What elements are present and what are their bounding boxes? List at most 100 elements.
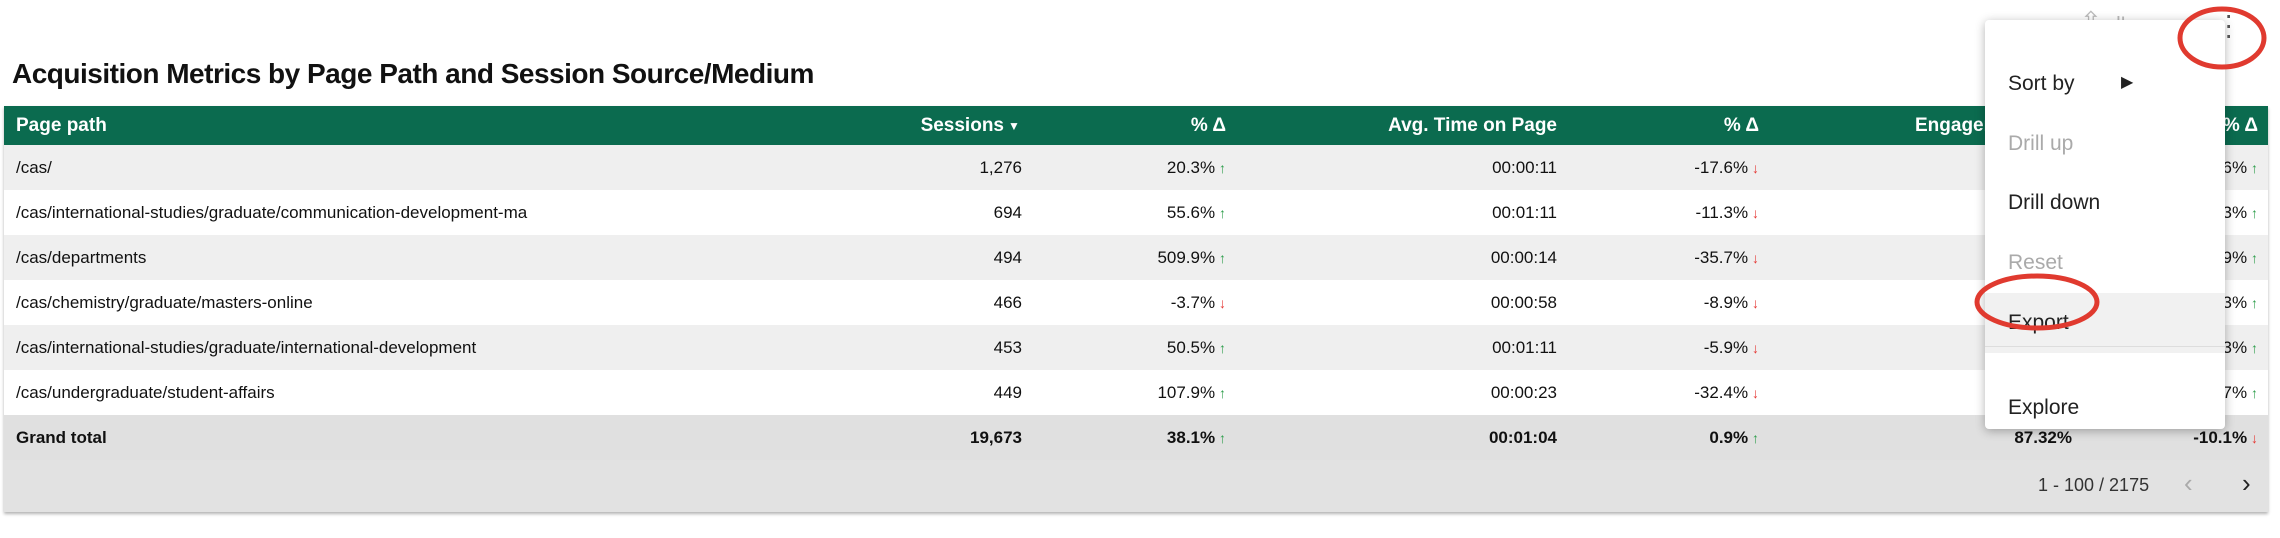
table-cell: -5.9% ↓ (1703, 338, 1759, 357)
table-cell: -11.3% ↓ (1695, 203, 1760, 222)
table-cell: /cas/undergraduate/student-affairs (16, 383, 275, 402)
table-row: /cas/undergraduate/student-affairs 449 107… (4, 370, 2268, 416)
total-cell: 19,673 (970, 428, 1022, 447)
menu-item[interactable]: Drill down (1985, 173, 2225, 233)
trend-arrow: ↑ (2247, 295, 2258, 311)
trend-arrow: ↑ (1215, 205, 1226, 221)
menu-item: Reset (1985, 233, 2225, 293)
trend-arrow: ↑ (1215, 385, 1226, 401)
table-cell: 494 (993, 248, 1022, 267)
more-options[interactable]: · · · (2224, 0, 2234, 50)
column-header: Sessions (920, 115, 1004, 136)
table-cell: 509.9% ↑ (1157, 248, 1226, 267)
table-cell: /cas/chemistry/graduate/masters-online (16, 293, 313, 312)
table-cell: -17.6% ↓ (1694, 158, 1759, 177)
table-cell: /cas/international-studies/graduate/comm… (16, 203, 528, 222)
table-cell: 694 (993, 203, 1022, 222)
prev-page[interactable]: ‹ (2184, 468, 2193, 498)
menu-label: Explore (2008, 396, 2080, 419)
trend-arrow: ↑ (2247, 160, 2258, 176)
total-cell: Grand total (16, 428, 107, 447)
table-cell: 1,276 (979, 158, 1022, 177)
trend-arrow: ↑ (2247, 250, 2258, 266)
table-cell: 466 (993, 293, 1022, 312)
table-cell: /cas/ (16, 158, 52, 177)
table-cell: 453 (993, 338, 1022, 357)
total-cell: 0.9% ↑ (1709, 428, 1759, 447)
table-cell: 00:00:58 (1490, 293, 1557, 312)
menu-item[interactable]: Sort by ▶ (1985, 54, 2225, 114)
menu-label: Reset (2008, 251, 2063, 274)
trend-arrow: ↓ (2247, 430, 2258, 446)
column-header: % Δ (2222, 115, 2258, 136)
table-cell: 20.3% ↑ (1166, 158, 1226, 177)
table-cell: 6% ↑ (2222, 158, 2258, 177)
grand-total-row: Grand total 19,673 38.1% ↑ 00:01:04 0.9% ↑ 87… (4, 415, 2268, 460)
table-row: /cas/international-studies/graduate/comm… (4, 190, 2268, 236)
table-cell: /cas/international-studies/graduate/inte… (16, 338, 477, 357)
table-cell: -35.7% ↓ (1694, 248, 1759, 267)
table-cell: 107.9% ↑ (1157, 383, 1226, 402)
table-cell: 00:01:11 (1492, 338, 1557, 357)
table-row: /cas/1,276 20.3% ↑ 00:00:11 -17.6% ↓ 6% ↑ (4, 145, 2268, 191)
trend-arrow: ↓ (1748, 205, 1759, 221)
highlight-circle (2177, 6, 2267, 70)
table-cell: -8.9% ↓ (1703, 293, 1759, 312)
total-cell: 87.32% (2014, 428, 2072, 447)
trend-arrow: ↓ (1215, 295, 1226, 311)
menu-item: Drill up (1985, 114, 2225, 174)
table-cell: 3% ↑ (2222, 203, 2258, 222)
table-cell: -3.7% ↓ (1170, 293, 1226, 312)
menu-item[interactable]: Explore (1985, 378, 2225, 438)
trend-arrow: ↑ (1748, 430, 1759, 446)
next-page[interactable]: › (2242, 468, 2251, 498)
table-cell: 50.5% ↑ (1166, 338, 1226, 357)
column-header: Avg. Time on Page (1388, 115, 1557, 136)
highlight-circle (1974, 273, 2100, 331)
trend-arrow: ↑ (2247, 385, 2258, 401)
menu-label: Drill down (2008, 191, 2101, 214)
column-header: % Δ (1190, 115, 1226, 136)
total-cell: -10.1% ↓ (2193, 428, 2258, 447)
column-header: Engager (1915, 115, 1992, 136)
trend-arrow: ↑ (1215, 430, 1226, 446)
column-header: Page path (16, 115, 107, 136)
table-cell: 3% ↑ (2222, 293, 2258, 312)
sort-indicator: ▼ (1008, 119, 1020, 133)
table-cell: 7% ↑ (2222, 383, 2258, 402)
table-cell: 9% ↑ (2222, 248, 2258, 267)
table-cell: 00:00:14 (1490, 248, 1557, 267)
table-cell: 00:00:11 (1492, 158, 1557, 177)
table-cell: -32.4% ↓ (1694, 383, 1759, 402)
table-header: Page path Sessions % Δ Avg. Time on Page % Δ… (4, 106, 2268, 145)
table-cell: 449 (993, 383, 1022, 402)
menu-label: Drill up (2008, 132, 2074, 155)
pagination: 1 - 100 / 2175 (2038, 475, 2150, 495)
trend-arrow: ↑ (1215, 250, 1226, 266)
table-cell: 00:00:23 (1490, 383, 1557, 402)
trend-arrow: ↑ (2247, 205, 2258, 221)
table-cell: /cas/departments (16, 248, 147, 267)
submenu-arrow: ▶ (2121, 74, 2134, 91)
trend-arrow: ↓ (1748, 385, 1759, 401)
table-cell: 55.6% ↑ (1166, 203, 1226, 222)
column-header: % Δ (1723, 115, 1759, 136)
total-cell: 00:01:04 (1488, 428, 1557, 447)
table-cell: 3% ↑ (2222, 338, 2258, 357)
table-row: /cas/international-studies/graduate/inte… (4, 325, 2268, 371)
total-cell: 38.1% ↑ (1166, 428, 1226, 447)
trend-arrow: ↑ (1215, 340, 1226, 356)
trend-arrow: ↓ (1748, 295, 1759, 311)
report-title: Acquisition Metrics by Page Path and Ses… (12, 58, 814, 89)
table-cell: 00:01:11 (1492, 203, 1557, 222)
trend-arrow: ↓ (1748, 160, 1759, 176)
menu-label: Sort by (2008, 72, 2075, 95)
trend-arrow: ↓ (1748, 250, 1759, 266)
trend-arrow: ↑ (2247, 340, 2258, 356)
trend-arrow: ↓ (1748, 340, 1759, 356)
menu-divider (1985, 346, 2225, 347)
table-row: /cas/departments 494 509.9% ↑ 00:00:14 -35.7… (4, 235, 2268, 281)
data-table: Page path Sessions % Δ Avg. Time on Page % Δ… (4, 106, 2268, 512)
